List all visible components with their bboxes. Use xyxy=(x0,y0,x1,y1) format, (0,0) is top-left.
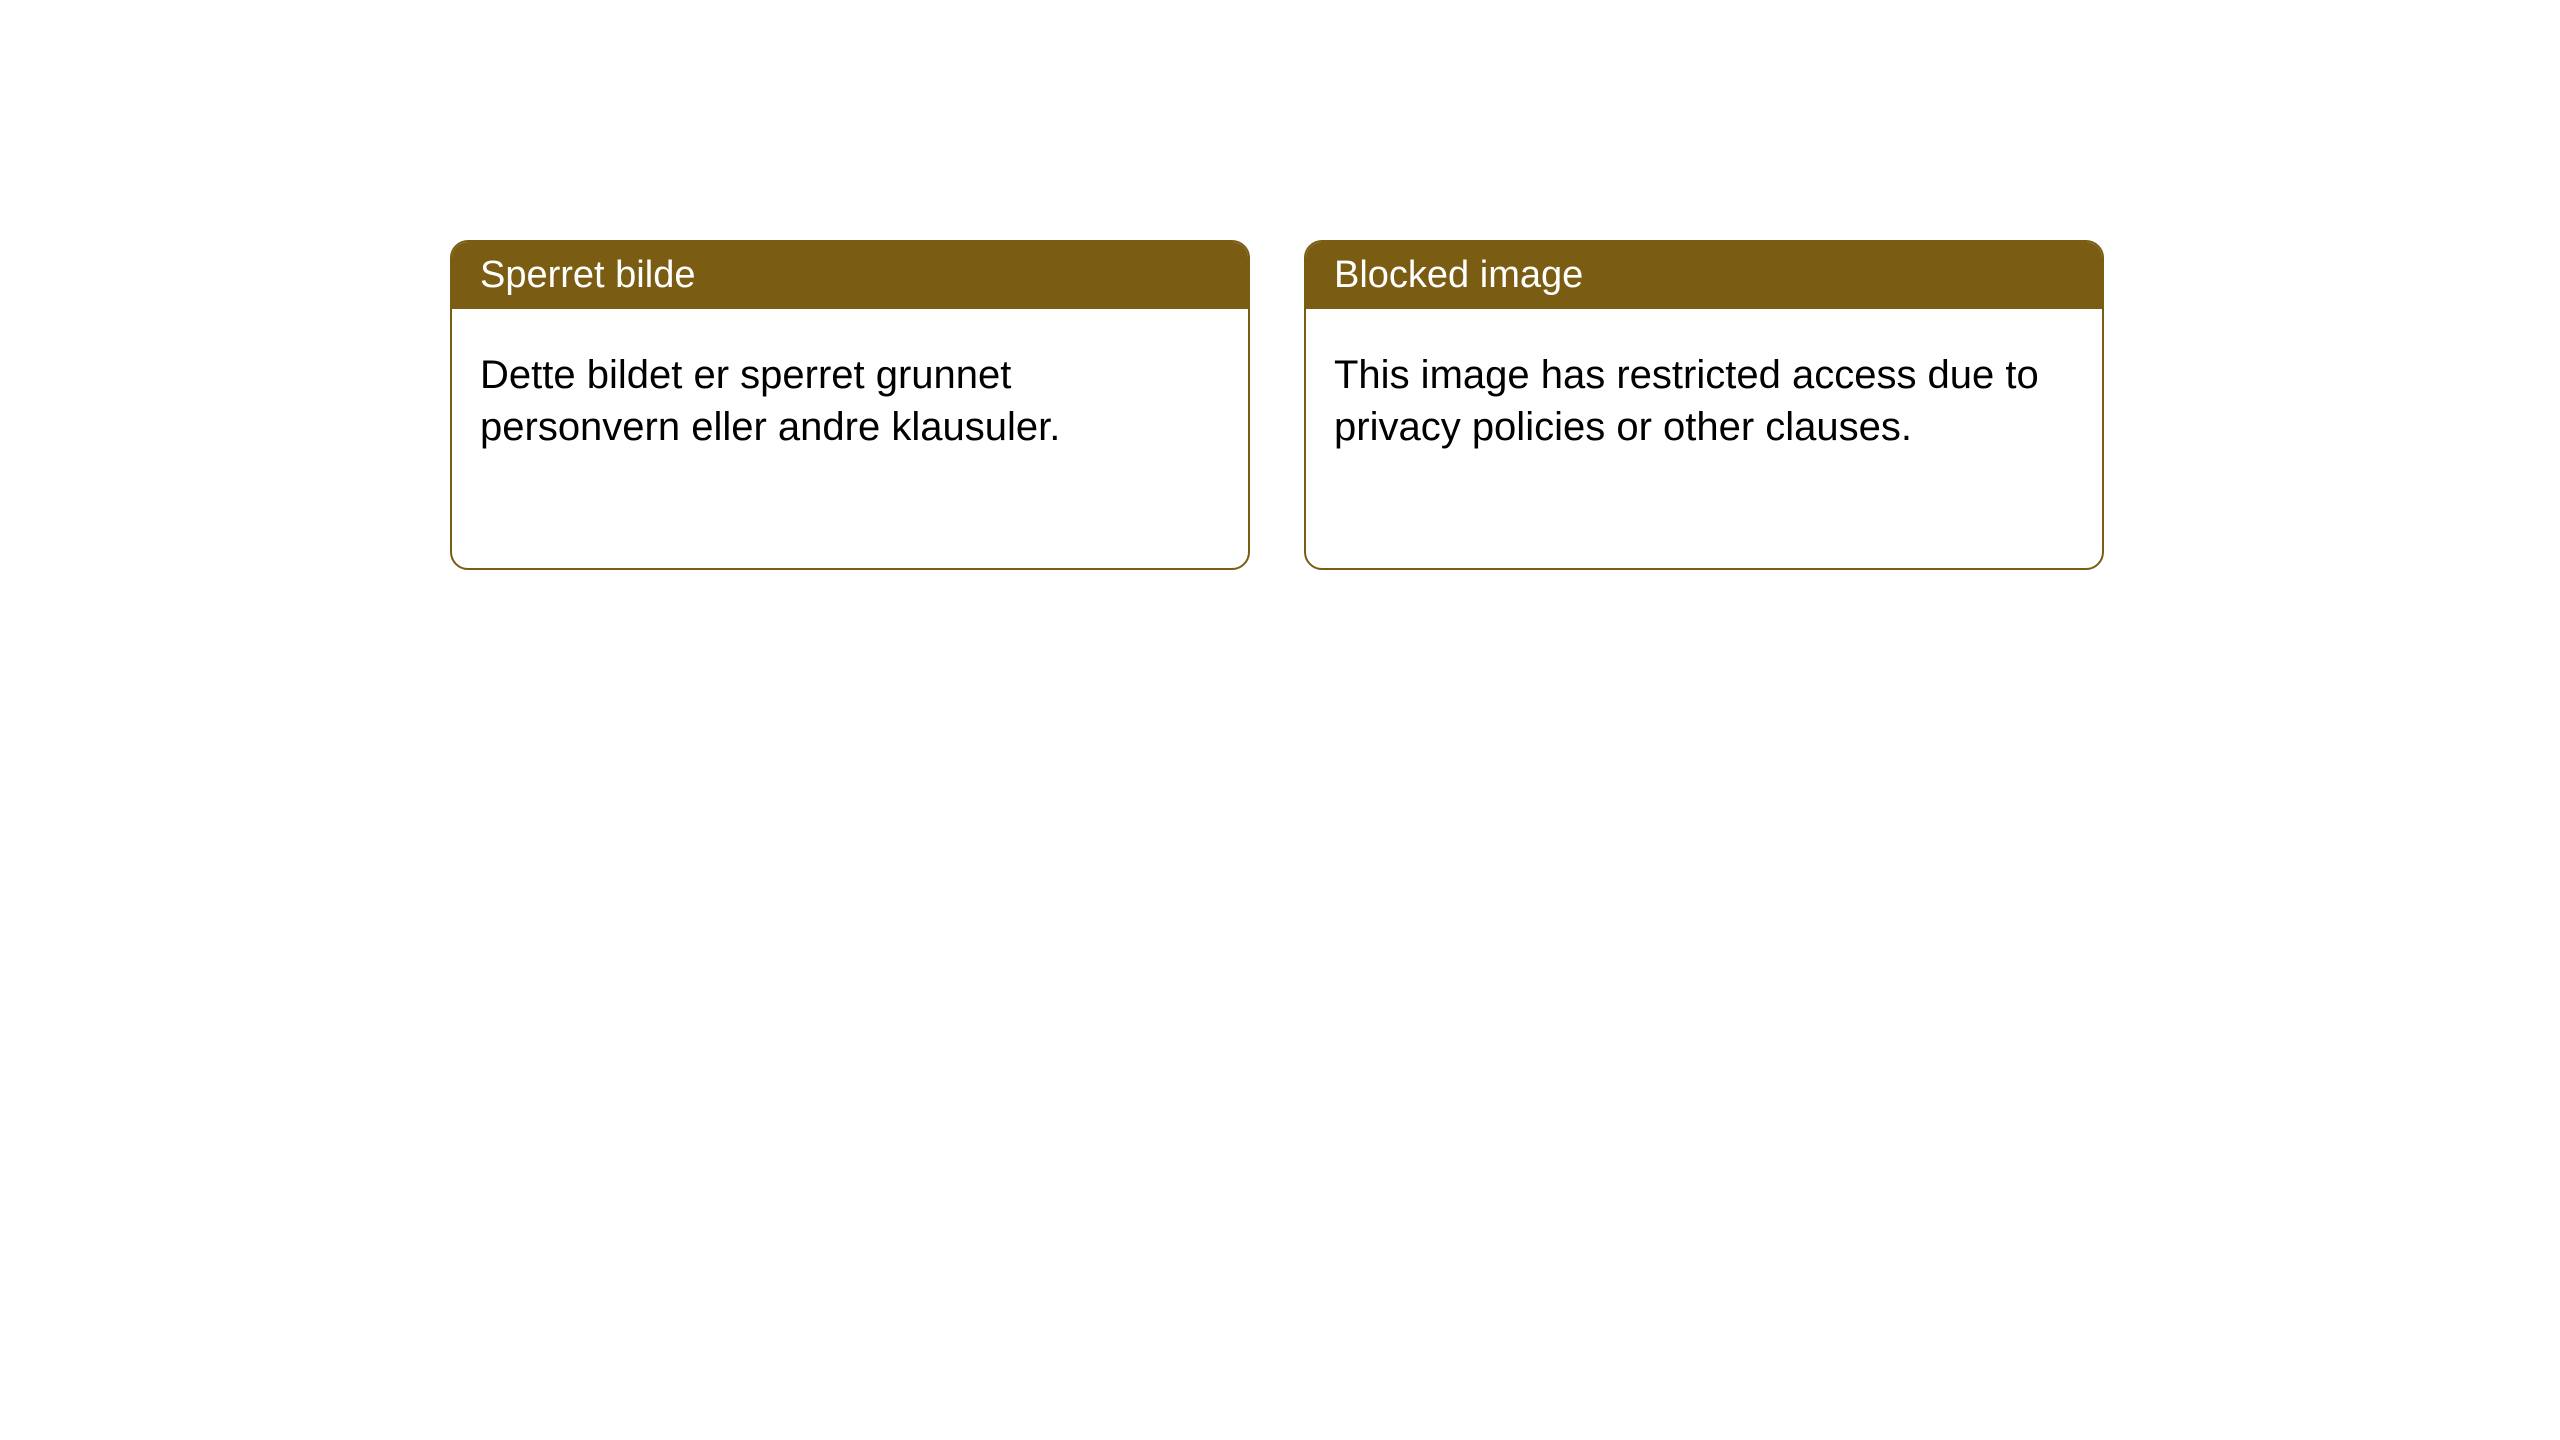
notice-title: Sperret bilde xyxy=(480,254,695,296)
notice-header: Blocked image xyxy=(1306,242,2102,309)
notice-text: Dette bildet er sperret grunnet personve… xyxy=(480,353,1060,449)
notice-text: This image has restricted access due to … xyxy=(1334,353,2039,449)
notice-title: Blocked image xyxy=(1334,254,1583,296)
notice-container: Sperret bilde Dette bildet er sperret gr… xyxy=(450,240,2104,570)
notice-body: Dette bildet er sperret grunnet personve… xyxy=(452,309,1248,493)
notice-body: This image has restricted access due to … xyxy=(1306,309,2102,493)
notice-card-english: Blocked image This image has restricted … xyxy=(1304,240,2104,570)
notice-header: Sperret bilde xyxy=(452,242,1248,309)
notice-card-norwegian: Sperret bilde Dette bildet er sperret gr… xyxy=(450,240,1250,570)
